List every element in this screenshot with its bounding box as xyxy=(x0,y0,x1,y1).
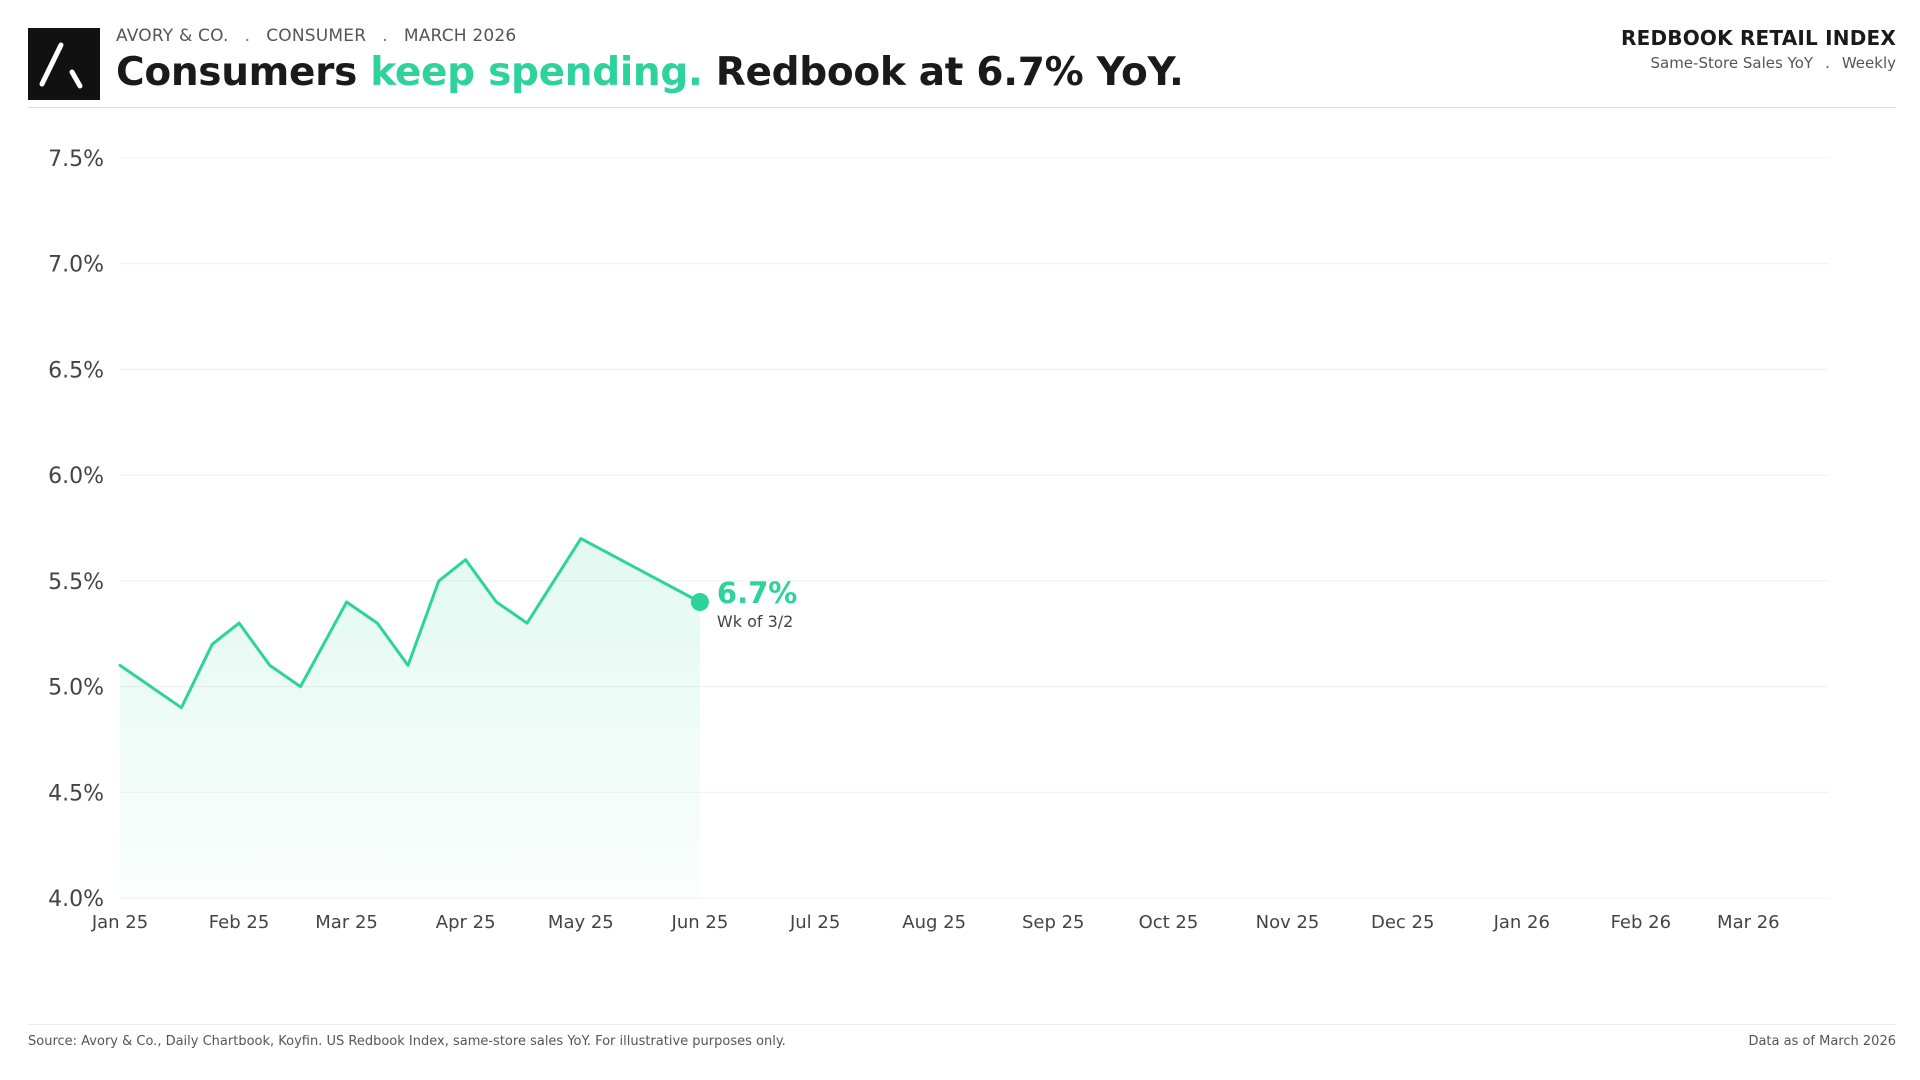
line-chart: 4.0% 4.5% 5.0% 5.5% 6.0% 6.5% 7.0% 7.5% Jan 25 Fe… xyxy=(48,147,1829,933)
headline-accent: keep spending. xyxy=(370,50,703,95)
x-tick-label: Feb 25 xyxy=(209,912,270,933)
meta-separator: . xyxy=(244,26,251,46)
end-date-label: Wk of 3/2 xyxy=(717,612,793,631)
y-tick-label: 4.5% xyxy=(48,781,104,806)
series-line xyxy=(118,537,702,710)
source-note: Source: Avory & Co., Daily Chartbook, Ko… xyxy=(28,1034,786,1049)
x-tick-label: Jan 25 xyxy=(91,912,148,933)
x-tick-label: Oct 25 xyxy=(1139,912,1199,933)
x-tick-label: Mar 25 xyxy=(315,912,378,933)
y-tick-label: 7.5% xyxy=(48,147,104,172)
index-subtitle: Same-Store Sales YoY. Weekly xyxy=(1650,54,1896,72)
avory-logo-icon xyxy=(28,28,100,100)
header-divider xyxy=(28,107,1896,108)
y-tick-label: 6.5% xyxy=(48,358,104,383)
end-value-label: 6.7% xyxy=(717,576,797,610)
end-point-marker xyxy=(690,593,709,611)
y-tick-label: 4.0% xyxy=(48,887,104,912)
x-tick-label: Jun 25 xyxy=(671,912,729,933)
data-asof-note: Data as of March 2026 xyxy=(1748,1034,1896,1049)
x-tick-label: Jan 26 xyxy=(1493,912,1550,933)
meta-category: CONSUMER xyxy=(266,26,367,46)
y-tick-label: 7.0% xyxy=(48,253,104,278)
meta-company: AVORY & CO. xyxy=(116,26,229,46)
x-tick-label: Apr 25 xyxy=(436,912,496,933)
series-area xyxy=(120,538,700,898)
page-title: Consumers keep spending. Redbook at 6.7%… xyxy=(116,50,1184,95)
x-tick-label: Mar 26 xyxy=(1717,912,1780,933)
x-tick-label: Sep 25 xyxy=(1022,912,1085,933)
index-subtitle-frequency: Weekly xyxy=(1841,54,1896,72)
headline-post: Redbook at 6.7% YoY. xyxy=(702,50,1184,95)
index-subtitle-metric: Same-Store Sales YoY xyxy=(1650,54,1814,72)
y-tick-label: 5.0% xyxy=(48,676,104,701)
index-subtitle-separator: . xyxy=(1825,54,1830,72)
headline-pre: Consumers xyxy=(116,50,371,95)
x-tick-label: Nov 25 xyxy=(1256,912,1320,933)
x-tick-label: Jul 25 xyxy=(789,912,840,933)
header-meta: AVORY & CO.. CONSUMER. MARCH 2026 xyxy=(116,26,516,46)
x-tick-label: Dec 25 xyxy=(1371,912,1434,933)
meta-separator: . xyxy=(382,26,388,46)
footer-divider xyxy=(28,1024,1896,1025)
x-tick-label: Feb 26 xyxy=(1611,912,1672,933)
meta-date: MARCH 2026 xyxy=(403,26,517,46)
x-tick-label: May 25 xyxy=(548,912,614,933)
y-tick-label: 5.5% xyxy=(48,570,104,595)
index-title: REDBOOK RETAIL INDEX xyxy=(1620,26,1896,50)
y-tick-label: 6.0% xyxy=(48,464,104,489)
x-tick-label: Aug 25 xyxy=(902,912,966,933)
